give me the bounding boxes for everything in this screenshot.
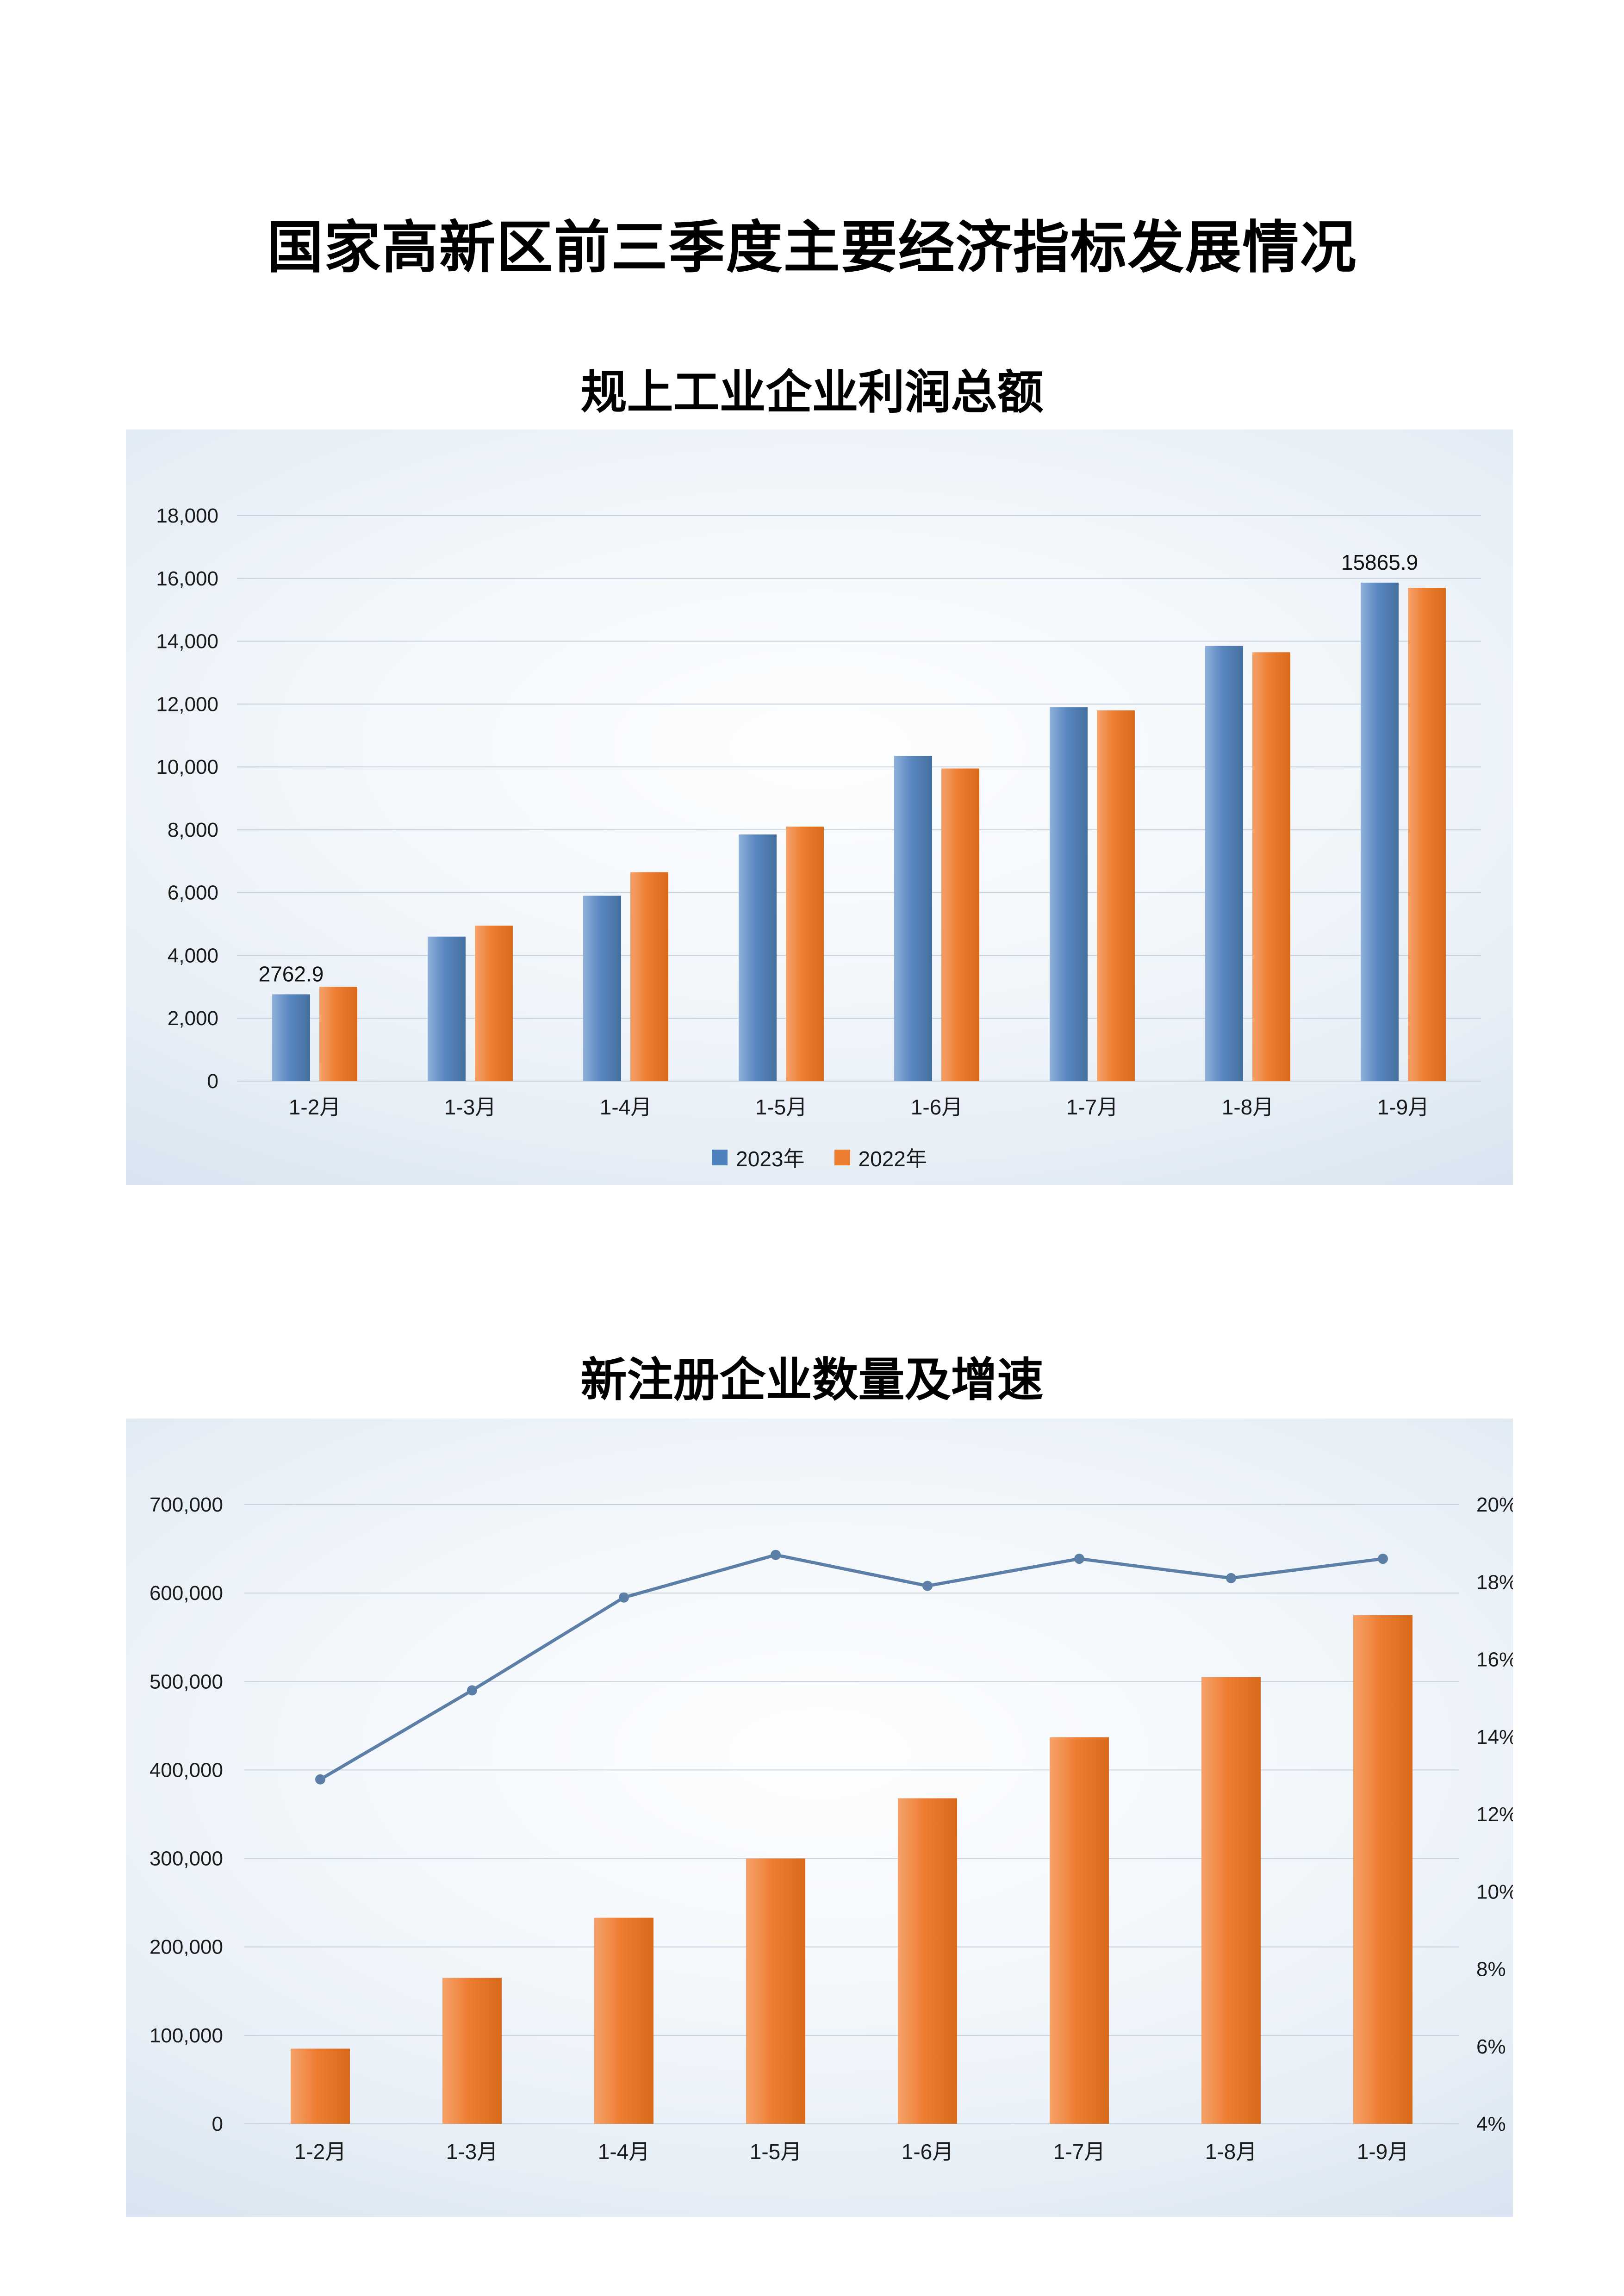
2022年-bar	[1097, 710, 1135, 1081]
right-axis-label: 20%	[1476, 1493, 1513, 1516]
2023年-bar	[428, 936, 466, 1081]
x-axis-label: 1-2月	[294, 2140, 346, 2164]
growth-rate-marker	[1226, 1573, 1236, 1583]
2023年-bar	[583, 896, 621, 1081]
2023年-bar	[1050, 707, 1088, 1081]
2022年-bar	[1408, 588, 1446, 1081]
growth-rate-marker	[922, 1580, 933, 1591]
growth-rate-marker	[771, 1549, 781, 1560]
left-axis-label: 700,000	[149, 1493, 223, 1516]
left-axis-label: 600,000	[149, 1582, 223, 1605]
registration-chart-panel: 0 100,000 200,000 300,000 400,000 500,000 600,…	[126, 1419, 1513, 2217]
legend-swatch-icon	[834, 1150, 850, 1165]
right-axis-label: 18%	[1476, 1571, 1513, 1593]
y-axis-label: 8,000	[168, 819, 218, 841]
y-axis-label: 12,000	[156, 693, 218, 716]
2022年-bar	[786, 827, 824, 1081]
x-axis-label: 1-7月	[1053, 2140, 1105, 2164]
growth-rate-line	[318, 1553, 1385, 1781]
growth-rate-marker	[467, 1685, 477, 1696]
x-axis-label: 1-4月	[598, 2140, 650, 2164]
growth-rate-marker	[619, 1592, 629, 1603]
registration-count-bar	[442, 1978, 502, 2124]
profit-chart-svg: 0 2,000 4,000 6,000 8,000 10,000 12,000 14,000 1…	[156, 504, 1481, 1119]
left-axis-label: 500,000	[149, 1670, 223, 1693]
y-axis-label: 14,000	[156, 630, 218, 653]
2022年-bar	[630, 872, 668, 1081]
growth-rate-marker	[1074, 1554, 1084, 1564]
y-axis-label: 18,000	[156, 504, 218, 527]
profit-chart-panel: 0 2,000 4,000 6,000 8,000 10,000 12,000 14,000 1…	[126, 429, 1513, 1185]
2023年-bar	[894, 756, 932, 1081]
left-axis-label: 0	[212, 2113, 223, 2135]
registration-count-bar	[291, 2048, 350, 2124]
registration-chart-svg: 0 100,000 200,000 300,000 400,000 500,000 600,…	[149, 1493, 1513, 2164]
right-axis-label: 16%	[1476, 1649, 1513, 1671]
right-axis-label: 10%	[1476, 1880, 1513, 1903]
2022年-bar	[319, 987, 357, 1081]
y-axis-label: 0	[207, 1070, 218, 1093]
profit-chart-title: 规上工业企业利润总额	[580, 367, 1044, 418]
growth-rate-marker	[315, 1774, 325, 1785]
y-axis-label: 10,000	[156, 756, 218, 778]
left-axis-label: 200,000	[149, 1936, 223, 1959]
2022年-bar	[1252, 652, 1290, 1081]
legend-swatch-icon	[712, 1150, 728, 1165]
registration-count-bar	[1201, 1677, 1261, 2124]
registration-chart-title: 新注册企业数量及增速	[580, 1355, 1044, 1406]
x-axis-label: 1-4月	[600, 1095, 652, 1119]
legend-item: 2022年	[834, 1142, 927, 1173]
2022年-bar	[475, 925, 513, 1081]
x-axis-label: 1-6月	[911, 1095, 963, 1119]
right-axis-label: 8%	[1476, 1958, 1506, 1981]
registration-count-bar	[746, 1858, 805, 2124]
2023年-bar	[1205, 646, 1243, 1081]
left-axis-label: 100,000	[149, 2024, 223, 2047]
growth-rate-marker	[1378, 1554, 1388, 1564]
left-axis-label: 300,000	[149, 1848, 223, 1870]
left-axis-label: 400,000	[149, 1759, 223, 1781]
x-axis-label: 1-5月	[755, 1095, 807, 1119]
bar-data-label: 15865.9	[1341, 550, 1418, 574]
y-axis-label: 2,000	[168, 1007, 218, 1030]
legend-label: 2023年	[736, 1147, 805, 1171]
legend-label: 2022年	[858, 1147, 927, 1171]
x-axis-label: 1-2月	[289, 1095, 341, 1119]
legend-item: 2023年	[712, 1142, 805, 1173]
registration-count-bar	[594, 1917, 653, 2124]
right-axis-label: 4%	[1476, 2113, 1506, 2135]
2023年-bar	[1361, 582, 1399, 1081]
x-axis-label: 1-6月	[902, 2140, 953, 2164]
x-axis-label: 1-5月	[750, 2140, 802, 2164]
x-axis-label: 1-3月	[444, 1095, 496, 1119]
2023年-bar	[272, 994, 310, 1081]
y-axis-label: 4,000	[168, 944, 218, 967]
bar-data-label: 2762.9	[259, 962, 324, 986]
2022年-bar	[941, 768, 979, 1081]
y-axis-label: 6,000	[168, 882, 218, 904]
right-axis-label: 12%	[1476, 1803, 1513, 1826]
x-axis-label: 1-7月	[1066, 1095, 1118, 1119]
x-axis-label: 1-8月	[1205, 2140, 1257, 2164]
registration-count-bar	[1050, 1737, 1109, 2124]
page-title: 国家高新区前三季度主要经济指标发展情况	[267, 216, 1357, 279]
2023年-bar	[739, 834, 777, 1081]
registration-count-bar	[898, 1798, 957, 2124]
y-axis-label: 16,000	[156, 567, 218, 590]
right-axis-label: 6%	[1476, 2035, 1506, 2058]
registration-count-bar	[1353, 1615, 1412, 2124]
x-axis-label: 1-9月	[1377, 1095, 1429, 1119]
x-axis-label: 1-3月	[446, 2140, 498, 2164]
right-axis-label: 14%	[1476, 1726, 1513, 1748]
chart-legend: 2023年 2022年	[126, 1142, 1513, 1173]
x-axis-label: 1-8月	[1222, 1095, 1274, 1119]
x-axis-label: 1-9月	[1357, 2140, 1409, 2164]
